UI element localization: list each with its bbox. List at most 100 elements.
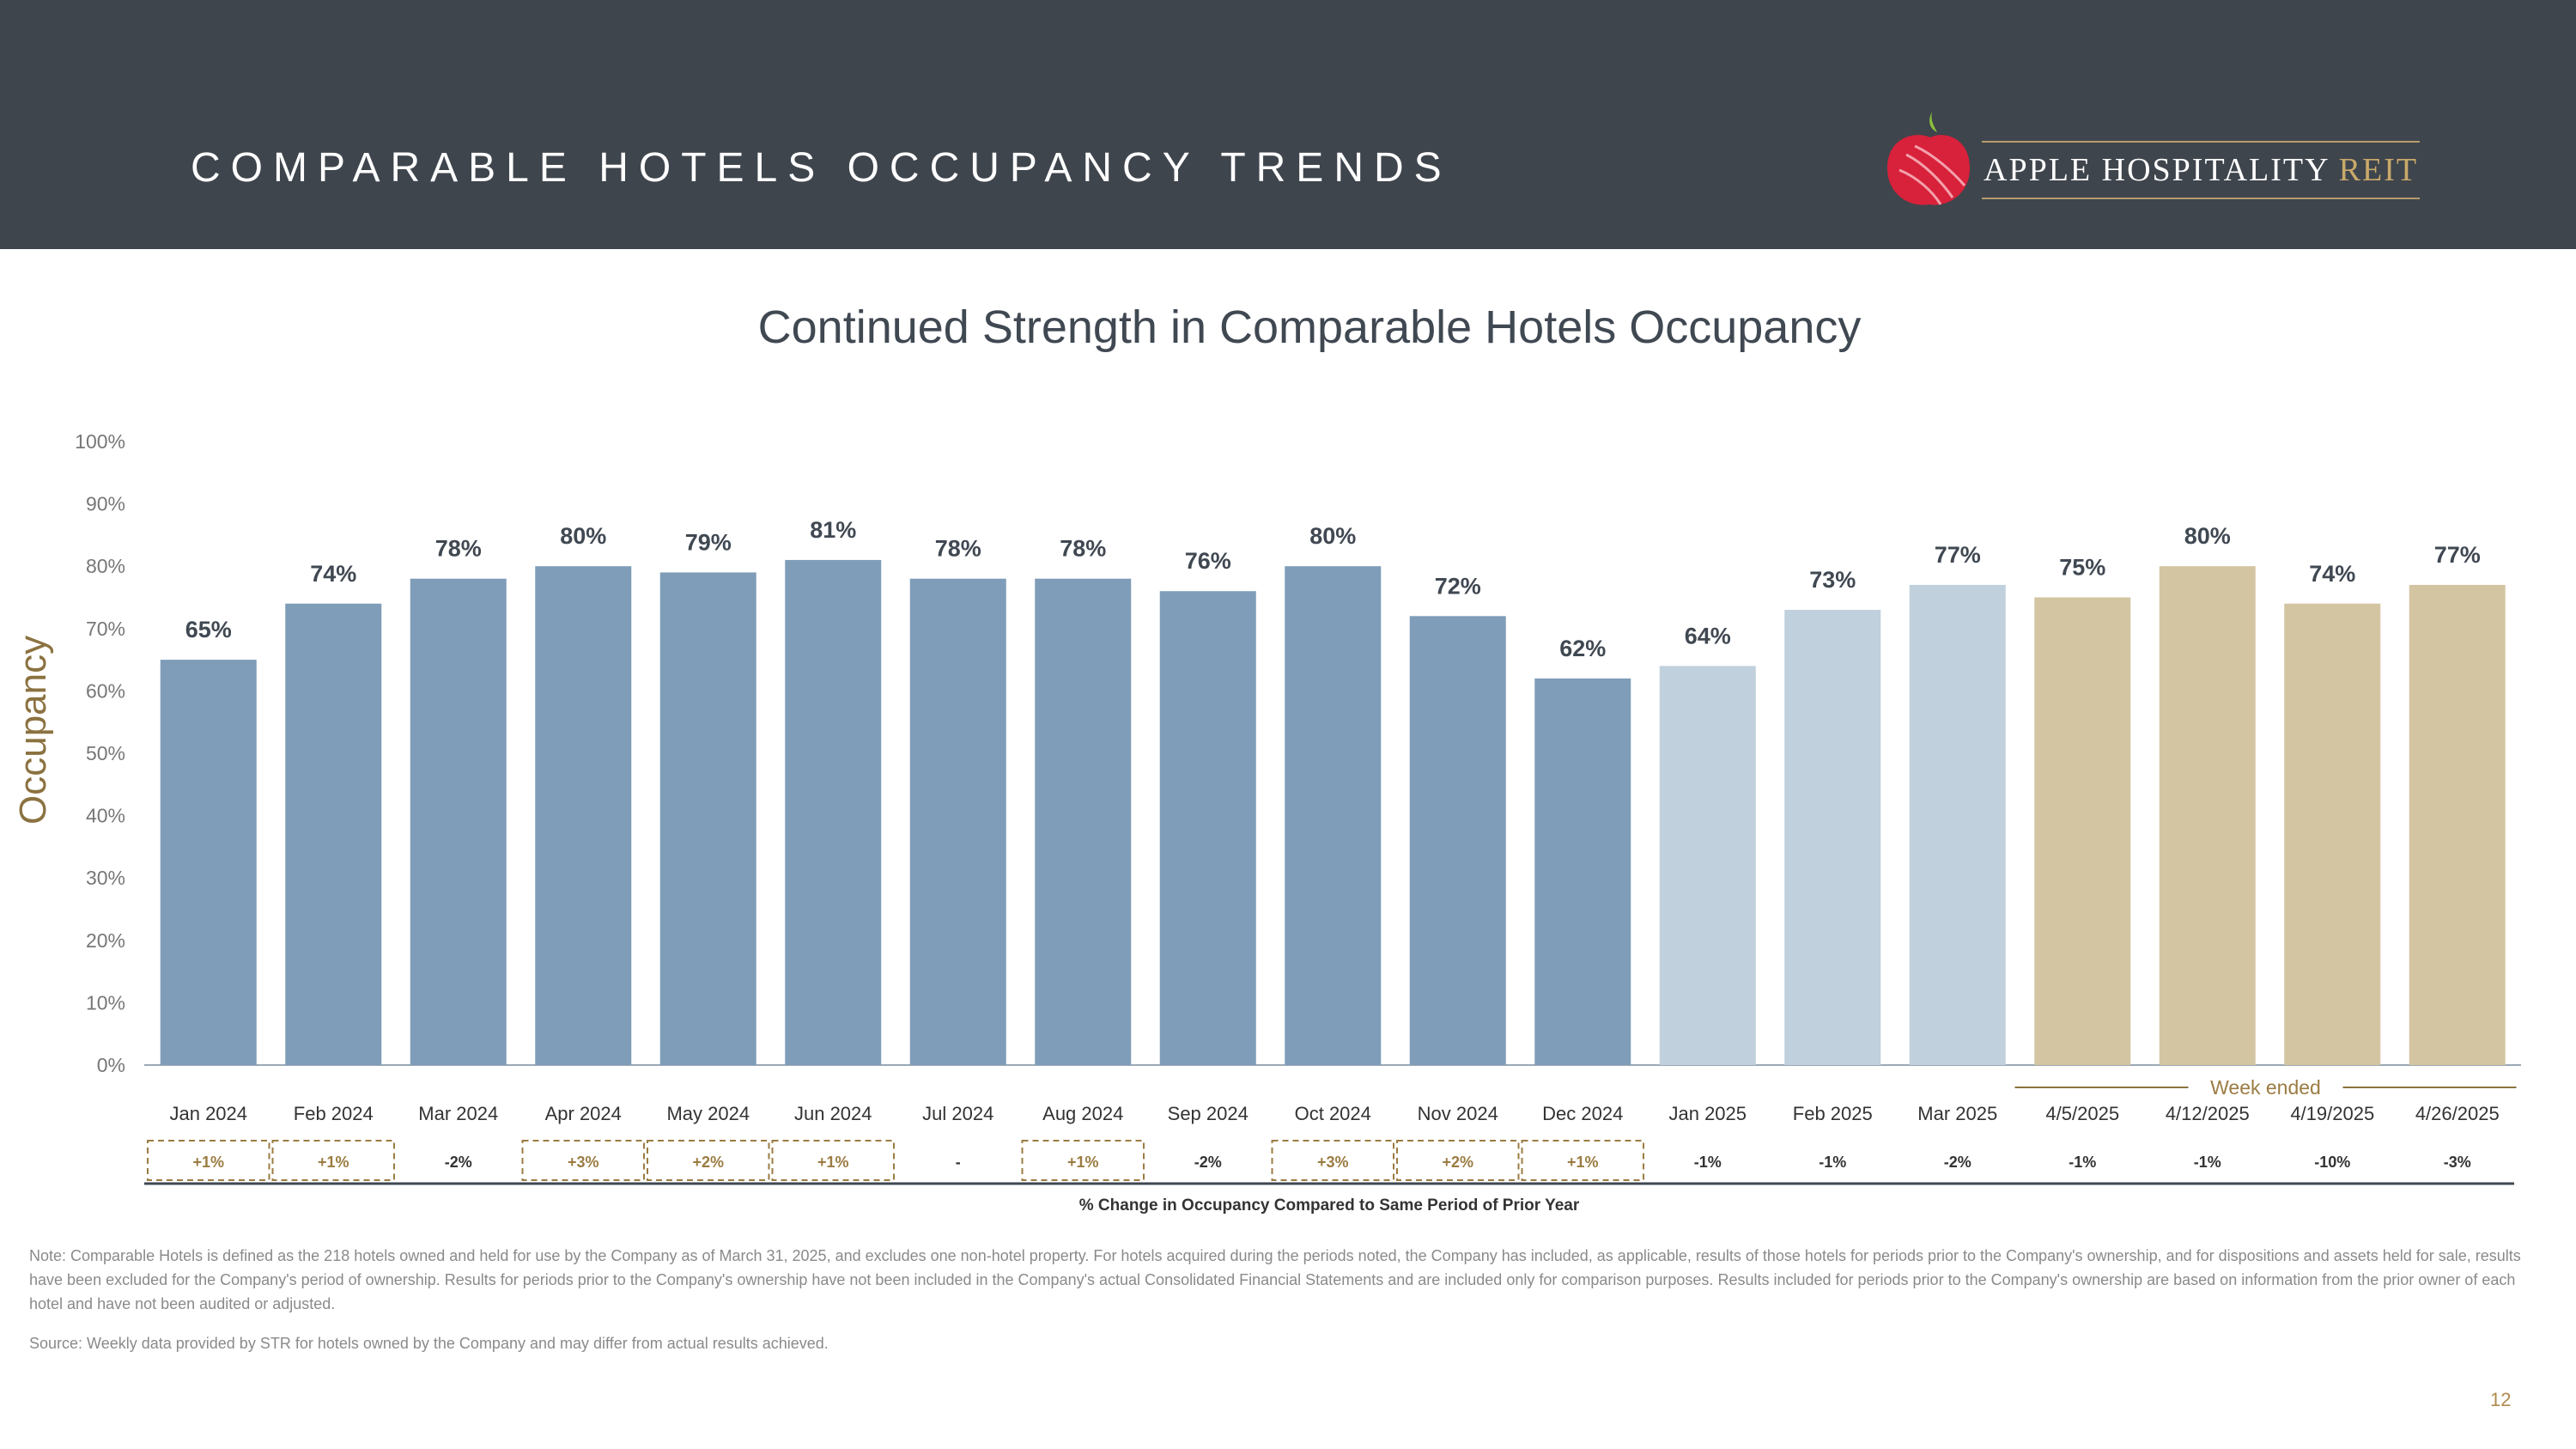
x-tick-label: Jun 2024 <box>794 1103 872 1124</box>
change-value: +1% <box>1567 1154 1599 1171</box>
change-value: -2% <box>1944 1154 1971 1171</box>
chart-title: Continued Strength in Comparable Hotels … <box>757 301 1862 353</box>
x-tick-label: Sep 2024 <box>1168 1103 1249 1124</box>
x-axis-label: % Change in Occupancy Compared to Same P… <box>1079 1196 1580 1215</box>
company-logo: APPLE HOSPITALITY REIT <box>1880 103 2430 215</box>
y-tick-label: 30% <box>86 867 125 889</box>
y-tick-label: 0% <box>97 1054 125 1076</box>
y-tick-label: 100% <box>75 430 125 453</box>
bar <box>1035 578 1132 1065</box>
data-label: 74% <box>310 561 356 587</box>
x-tick-label: 4/19/2025 <box>2290 1103 2374 1124</box>
change-value: -2% <box>1194 1154 1222 1171</box>
data-label: 77% <box>2434 542 2481 568</box>
change-value: +2% <box>692 1154 724 1171</box>
apple-logo-icon <box>1887 112 1970 205</box>
change-value: +3% <box>568 1154 599 1171</box>
bar <box>1909 584 2006 1065</box>
change-value: -2% <box>445 1154 472 1171</box>
y-tick-label: 10% <box>86 991 125 1014</box>
change-value: -3% <box>2444 1154 2471 1171</box>
change-value: +2% <box>1442 1154 1473 1171</box>
footnote: Note: Comparable Hotels is defined as th… <box>29 1247 2521 1312</box>
data-label: 65% <box>185 617 232 642</box>
change-box <box>1521 1140 1644 1181</box>
y-tick-label: 60% <box>86 679 125 702</box>
x-tick-label: Oct 2024 <box>1295 1103 1371 1124</box>
data-label: 78% <box>935 536 981 562</box>
x-tick-label: Apr 2024 <box>545 1103 622 1124</box>
change-box <box>1396 1140 1520 1181</box>
bar <box>785 559 882 1065</box>
bar <box>1409 616 1506 1065</box>
logo-wordmark: APPLE HOSPITALITY REIT <box>1984 152 2419 188</box>
change-value: -1% <box>2194 1154 2221 1171</box>
page-title: COMPARABLE HOTELS OCCUPANCY TRENDS <box>191 145 1452 191</box>
data-label: 75% <box>2059 555 2105 581</box>
change-value: +1% <box>318 1154 349 1171</box>
change-box <box>521 1140 645 1181</box>
x-tick-label: Mar 2024 <box>418 1103 498 1124</box>
data-label: 80% <box>560 523 606 549</box>
change-value: -1% <box>1819 1154 1846 1171</box>
bar <box>909 578 1006 1065</box>
change-box <box>647 1140 770 1181</box>
data-label: 78% <box>1060 536 1106 562</box>
data-label: 73% <box>1809 567 1856 593</box>
page-number: 12 <box>2490 1389 2512 1410</box>
x-tick-label: 4/5/2025 <box>2045 1103 2119 1124</box>
change-value: -10% <box>2314 1154 2350 1171</box>
data-label: 74% <box>2309 561 2355 587</box>
change-value: - <box>956 1154 961 1171</box>
bar <box>2409 584 2506 1065</box>
header-bar: COMPARABLE HOTELS OCCUPANCY TRENDS APPLE… <box>0 0 2576 249</box>
change-box <box>147 1140 270 1181</box>
bar <box>1285 566 1382 1065</box>
x-tick-label: Feb 2024 <box>294 1103 374 1124</box>
bar <box>285 603 382 1065</box>
bar <box>160 660 257 1065</box>
x-tick-label: 4/12/2025 <box>2166 1103 2250 1124</box>
data-label: 79% <box>685 529 732 555</box>
bar <box>2159 566 2256 1065</box>
x-tick-label: May 2024 <box>666 1103 750 1124</box>
occupancy-chart: 0% 10% 20% 30% 40% 50% 60% 70% 80% 90% 100% 65% Jan … <box>75 430 2521 1215</box>
data-label: 76% <box>1185 548 1231 574</box>
data-label: 72% <box>1435 573 1481 599</box>
change-value: -1% <box>1694 1154 1722 1171</box>
change-box <box>271 1140 395 1181</box>
y-tick-label: 40% <box>86 805 125 827</box>
data-label: 78% <box>435 536 482 562</box>
data-label: 81% <box>810 517 856 543</box>
bar <box>1159 591 1256 1065</box>
y-tick-label: 90% <box>86 493 125 515</box>
y-tick-label: 50% <box>86 742 125 764</box>
x-tick-label: Mar 2025 <box>1917 1103 1997 1124</box>
data-label: 80% <box>2184 523 2231 549</box>
data-label: 80% <box>1309 523 1356 549</box>
x-tick-label: Jan 2025 <box>1668 1103 1747 1124</box>
x-tick-label: Feb 2025 <box>1793 1103 1873 1124</box>
x-tick-label: Jan 2024 <box>169 1103 247 1124</box>
bar <box>1659 666 1756 1065</box>
source-note: Source: Weekly data provided by STR for … <box>29 1335 829 1352</box>
change-value: -1% <box>2069 1154 2096 1171</box>
week-ended-label: Week ended <box>2210 1076 2321 1099</box>
change-value: +1% <box>817 1154 849 1171</box>
change-value: +3% <box>1317 1154 1349 1171</box>
y-tick-label: 80% <box>86 555 125 577</box>
change-value: +1% <box>1067 1154 1099 1171</box>
bar <box>659 572 756 1065</box>
y-tick-label: 70% <box>86 618 125 640</box>
bar <box>410 578 507 1065</box>
x-tick-label: Nov 2024 <box>1418 1103 1498 1124</box>
bar <box>2034 597 2131 1065</box>
x-tick-label: Jul 2024 <box>922 1103 993 1124</box>
change-box <box>1021 1140 1145 1181</box>
change-value: +1% <box>192 1154 224 1171</box>
data-label: 77% <box>1935 542 1981 568</box>
x-tick-label: Aug 2024 <box>1042 1103 1123 1124</box>
bar <box>535 566 632 1065</box>
y-tick-label: 20% <box>86 929 125 952</box>
x-tick-label: 4/26/2025 <box>2415 1103 2500 1124</box>
